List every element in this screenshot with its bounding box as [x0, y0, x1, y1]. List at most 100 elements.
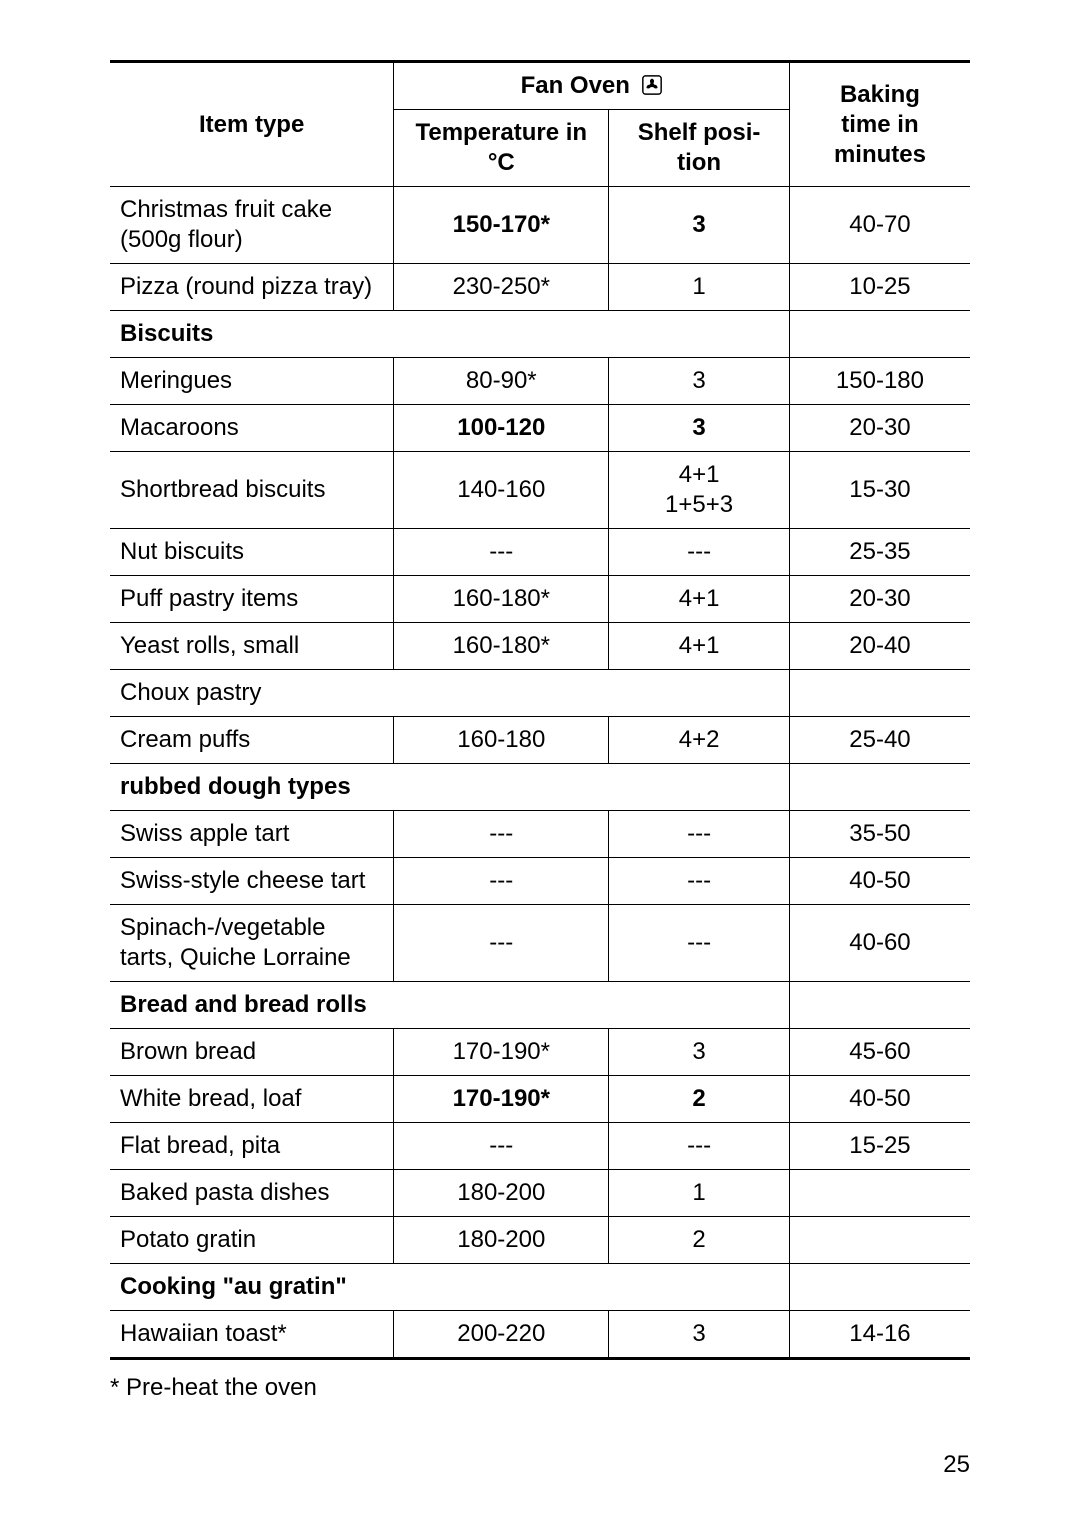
cell-time: 20-30	[789, 405, 970, 452]
cell-shelf: ---	[609, 811, 790, 858]
cell-item: Baked pasta dishes	[110, 1170, 394, 1217]
cell-temp: ---	[394, 905, 609, 982]
cell-time: 20-30	[789, 576, 970, 623]
temp-l1: Temperature in	[415, 119, 587, 146]
cell-time: 15-25	[789, 1123, 970, 1170]
time-l1: Baking	[840, 81, 920, 108]
cell-temp: 140-160	[394, 452, 609, 529]
col-header-time: Baking time in minutes	[789, 62, 970, 187]
cell-time	[789, 311, 970, 358]
cell-item: Swiss apple tart	[110, 811, 394, 858]
cell-shelf: ---	[609, 1123, 790, 1170]
cell-item: Pizza (round pizza tray)	[110, 264, 394, 311]
shelf-l1: Shelf posi-	[638, 119, 761, 146]
cell-time: 25-35	[789, 529, 970, 576]
cell-item: Brown bread	[110, 1029, 394, 1076]
cell-time: 150-180	[789, 358, 970, 405]
cell-temp: 170-190*	[394, 1076, 609, 1123]
cell-time: 40-50	[789, 1076, 970, 1123]
cell-time: 35-50	[789, 811, 970, 858]
cell-temp: 170-190*	[394, 1029, 609, 1076]
col-header-item: Item type	[110, 62, 394, 187]
table-row: Macaroons100-120320-30	[110, 405, 970, 452]
time-l2: time in	[841, 111, 918, 138]
table-row: Swiss apple tart------35-50	[110, 811, 970, 858]
table-row: Meringues80-90*3150-180	[110, 358, 970, 405]
table-row: Biscuits	[110, 311, 970, 358]
cell-temp: 100-120	[394, 405, 609, 452]
baking-table: Item type Fan Oven Ba	[110, 60, 970, 1360]
table-row: rubbed dough types	[110, 764, 970, 811]
temp-l2: °C	[488, 149, 515, 176]
cell-item: Swiss-style cheese tart	[110, 858, 394, 905]
cell-time: 20-40	[789, 623, 970, 670]
table-row: Spinach-/vegetable tarts, Quiche Lorrain…	[110, 905, 970, 982]
cell-time: 45-60	[789, 1029, 970, 1076]
cell-shelf: 4+1	[609, 623, 790, 670]
table-row: Christmas fruit cake (500g flour)150-170…	[110, 187, 970, 264]
cell-temp: ---	[394, 858, 609, 905]
cell-shelf: 4+1	[609, 576, 790, 623]
cell-shelf: 2	[609, 1076, 790, 1123]
cell-time: 14-16	[789, 1311, 970, 1359]
section-heading: Bread and bread rolls	[110, 982, 789, 1029]
shelf-l2: tion	[677, 149, 721, 176]
cell-time: 10-25	[789, 264, 970, 311]
table-body: Christmas fruit cake (500g flour)150-170…	[110, 187, 970, 1359]
cell-shelf: 3	[609, 358, 790, 405]
section-heading: Cooking "au gratin"	[110, 1264, 789, 1311]
cell-time: 15-30	[789, 452, 970, 529]
cell-temp: 160-180*	[394, 623, 609, 670]
table-row: Puff pastry items160-180*4+120-30	[110, 576, 970, 623]
cell-temp: 180-200	[394, 1217, 609, 1264]
cell-time: 40-60	[789, 905, 970, 982]
table-row: Potato gratin180-2002	[110, 1217, 970, 1264]
table-row: Cream puffs160-1804+225-40	[110, 717, 970, 764]
table-row: Pizza (round pizza tray)230-250*110-25	[110, 264, 970, 311]
table-row: Baked pasta dishes180-2001	[110, 1170, 970, 1217]
table-row: Shortbread biscuits140-1604+11+5+315-30	[110, 452, 970, 529]
cell-item: Christmas fruit cake (500g flour)	[110, 187, 394, 264]
cell-temp: 150-170*	[394, 187, 609, 264]
cell-shelf: 1	[609, 264, 790, 311]
cell-item: Spinach-/vegetable tarts, Quiche Lorrain…	[110, 905, 394, 982]
fan-oven-label: Fan Oven	[521, 72, 630, 99]
col-header-shelf: Shelf posi- tion	[609, 110, 790, 187]
cell-time	[789, 670, 970, 717]
cell-shelf: 3	[609, 1029, 790, 1076]
table-row: Brown bread170-190*345-60	[110, 1029, 970, 1076]
cell-shelf: 1	[609, 1170, 790, 1217]
cell-item: Cream puffs	[110, 717, 394, 764]
cell-shelf: 2	[609, 1217, 790, 1264]
section-heading: Choux pastry	[110, 670, 789, 717]
table-row: Cooking "au gratin"	[110, 1264, 970, 1311]
cell-shelf: 3	[609, 1311, 790, 1359]
footnote: * Pre-heat the oven	[110, 1374, 970, 1402]
cell-item: Flat bread, pita	[110, 1123, 394, 1170]
cell-item: White bread, loaf	[110, 1076, 394, 1123]
cell-shelf: ---	[609, 905, 790, 982]
time-l3: minutes	[834, 141, 926, 168]
cell-item: Shortbread biscuits	[110, 452, 394, 529]
cell-item: Puff pastry items	[110, 576, 394, 623]
cell-temp: 230-250*	[394, 264, 609, 311]
cell-shelf: 3	[609, 405, 790, 452]
table-row: White bread, loaf170-190*240-50	[110, 1076, 970, 1123]
table-row: Bread and bread rolls	[110, 982, 970, 1029]
cell-temp: ---	[394, 1123, 609, 1170]
table-row: Nut biscuits------25-35	[110, 529, 970, 576]
cell-temp: 80-90*	[394, 358, 609, 405]
cell-shelf: 4+11+5+3	[609, 452, 790, 529]
section-heading: rubbed dough types	[110, 764, 789, 811]
table-row: Hawaiian toast*200-220314-16	[110, 1311, 970, 1359]
cell-item: Macaroons	[110, 405, 394, 452]
cell-item: Meringues	[110, 358, 394, 405]
cell-item: Nut biscuits	[110, 529, 394, 576]
col-header-item-text: Item type	[199, 111, 304, 138]
col-header-temp: Temperature in °C	[394, 110, 609, 187]
cell-shelf: ---	[609, 858, 790, 905]
cell-temp: 200-220	[394, 1311, 609, 1359]
section-heading: Biscuits	[110, 311, 789, 358]
cell-temp: 160-180*	[394, 576, 609, 623]
cell-time	[789, 1217, 970, 1264]
